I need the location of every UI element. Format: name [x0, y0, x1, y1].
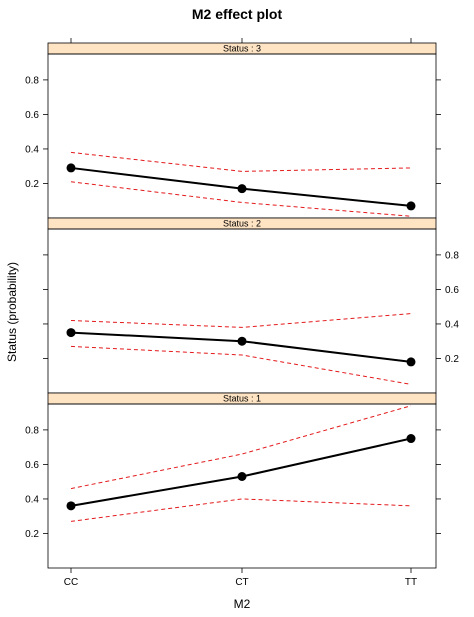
panel-strip-label: Status : 3 — [223, 44, 261, 54]
ci-lower-line — [70, 498, 412, 522]
ci-upper-line — [70, 313, 412, 328]
panel-frame — [47, 403, 437, 569]
y-tick-label: 0.2 — [25, 179, 39, 190]
panel-strip-label: Status : 1 — [223, 394, 261, 404]
ci-upper-line — [70, 405, 412, 490]
fit-point — [406, 357, 416, 367]
fit-point — [237, 336, 247, 346]
fit-point — [66, 328, 76, 338]
panel-frame — [47, 53, 437, 219]
panels-group: Status : 3 0.2 0.4 0.6 0.8 Status : 2 0.2 0.4 0.… — [25, 38, 459, 588]
fit-point — [237, 184, 247, 194]
x-tick-label: TT — [405, 577, 417, 588]
y-tick-label: 0.4 — [445, 319, 459, 330]
ci-lower-line — [70, 345, 412, 385]
y-tick-label: 0.2 — [25, 529, 39, 540]
y-tick-label: 0.8 — [445, 250, 459, 261]
panel-1: Status : 3 0.2 0.4 0.6 0.8 — [25, 42, 441, 219]
panel-frame — [47, 228, 437, 394]
ci-upper-line — [70, 151, 412, 172]
y-tick-label: 0.6 — [25, 460, 39, 471]
panel-strip-label: Status : 2 — [223, 219, 261, 229]
y-tick-label: 0.8 — [25, 425, 39, 436]
y-tick-label: 0.6 — [25, 110, 39, 121]
fit-point — [66, 501, 76, 511]
x-axis-label: M2 — [234, 597, 251, 611]
y-tick-label: 0.4 — [25, 494, 39, 505]
ci-lower-line — [70, 181, 412, 217]
fit-point — [66, 163, 76, 173]
y-tick-label: 0.4 — [25, 144, 39, 155]
fit-point — [237, 472, 247, 482]
y-tick-label: 0.6 — [445, 285, 459, 296]
panel-3: Status : 1 0.2 0.4 0.6 0.8 — [25, 392, 441, 569]
x-tick-label: CC — [64, 577, 78, 588]
y-tick-label: 0.2 — [445, 354, 459, 365]
panel-2: Status : 2 0.2 0.4 0.6 0.8 — [43, 217, 459, 394]
chart-title: M2 effect plot — [192, 6, 283, 22]
y-tick-label: 0.8 — [25, 75, 39, 86]
fit-point — [406, 434, 416, 444]
y-axis-label: Status (probability) — [5, 262, 19, 362]
x-tick-label: CT — [235, 577, 248, 588]
fit-point — [406, 201, 416, 211]
